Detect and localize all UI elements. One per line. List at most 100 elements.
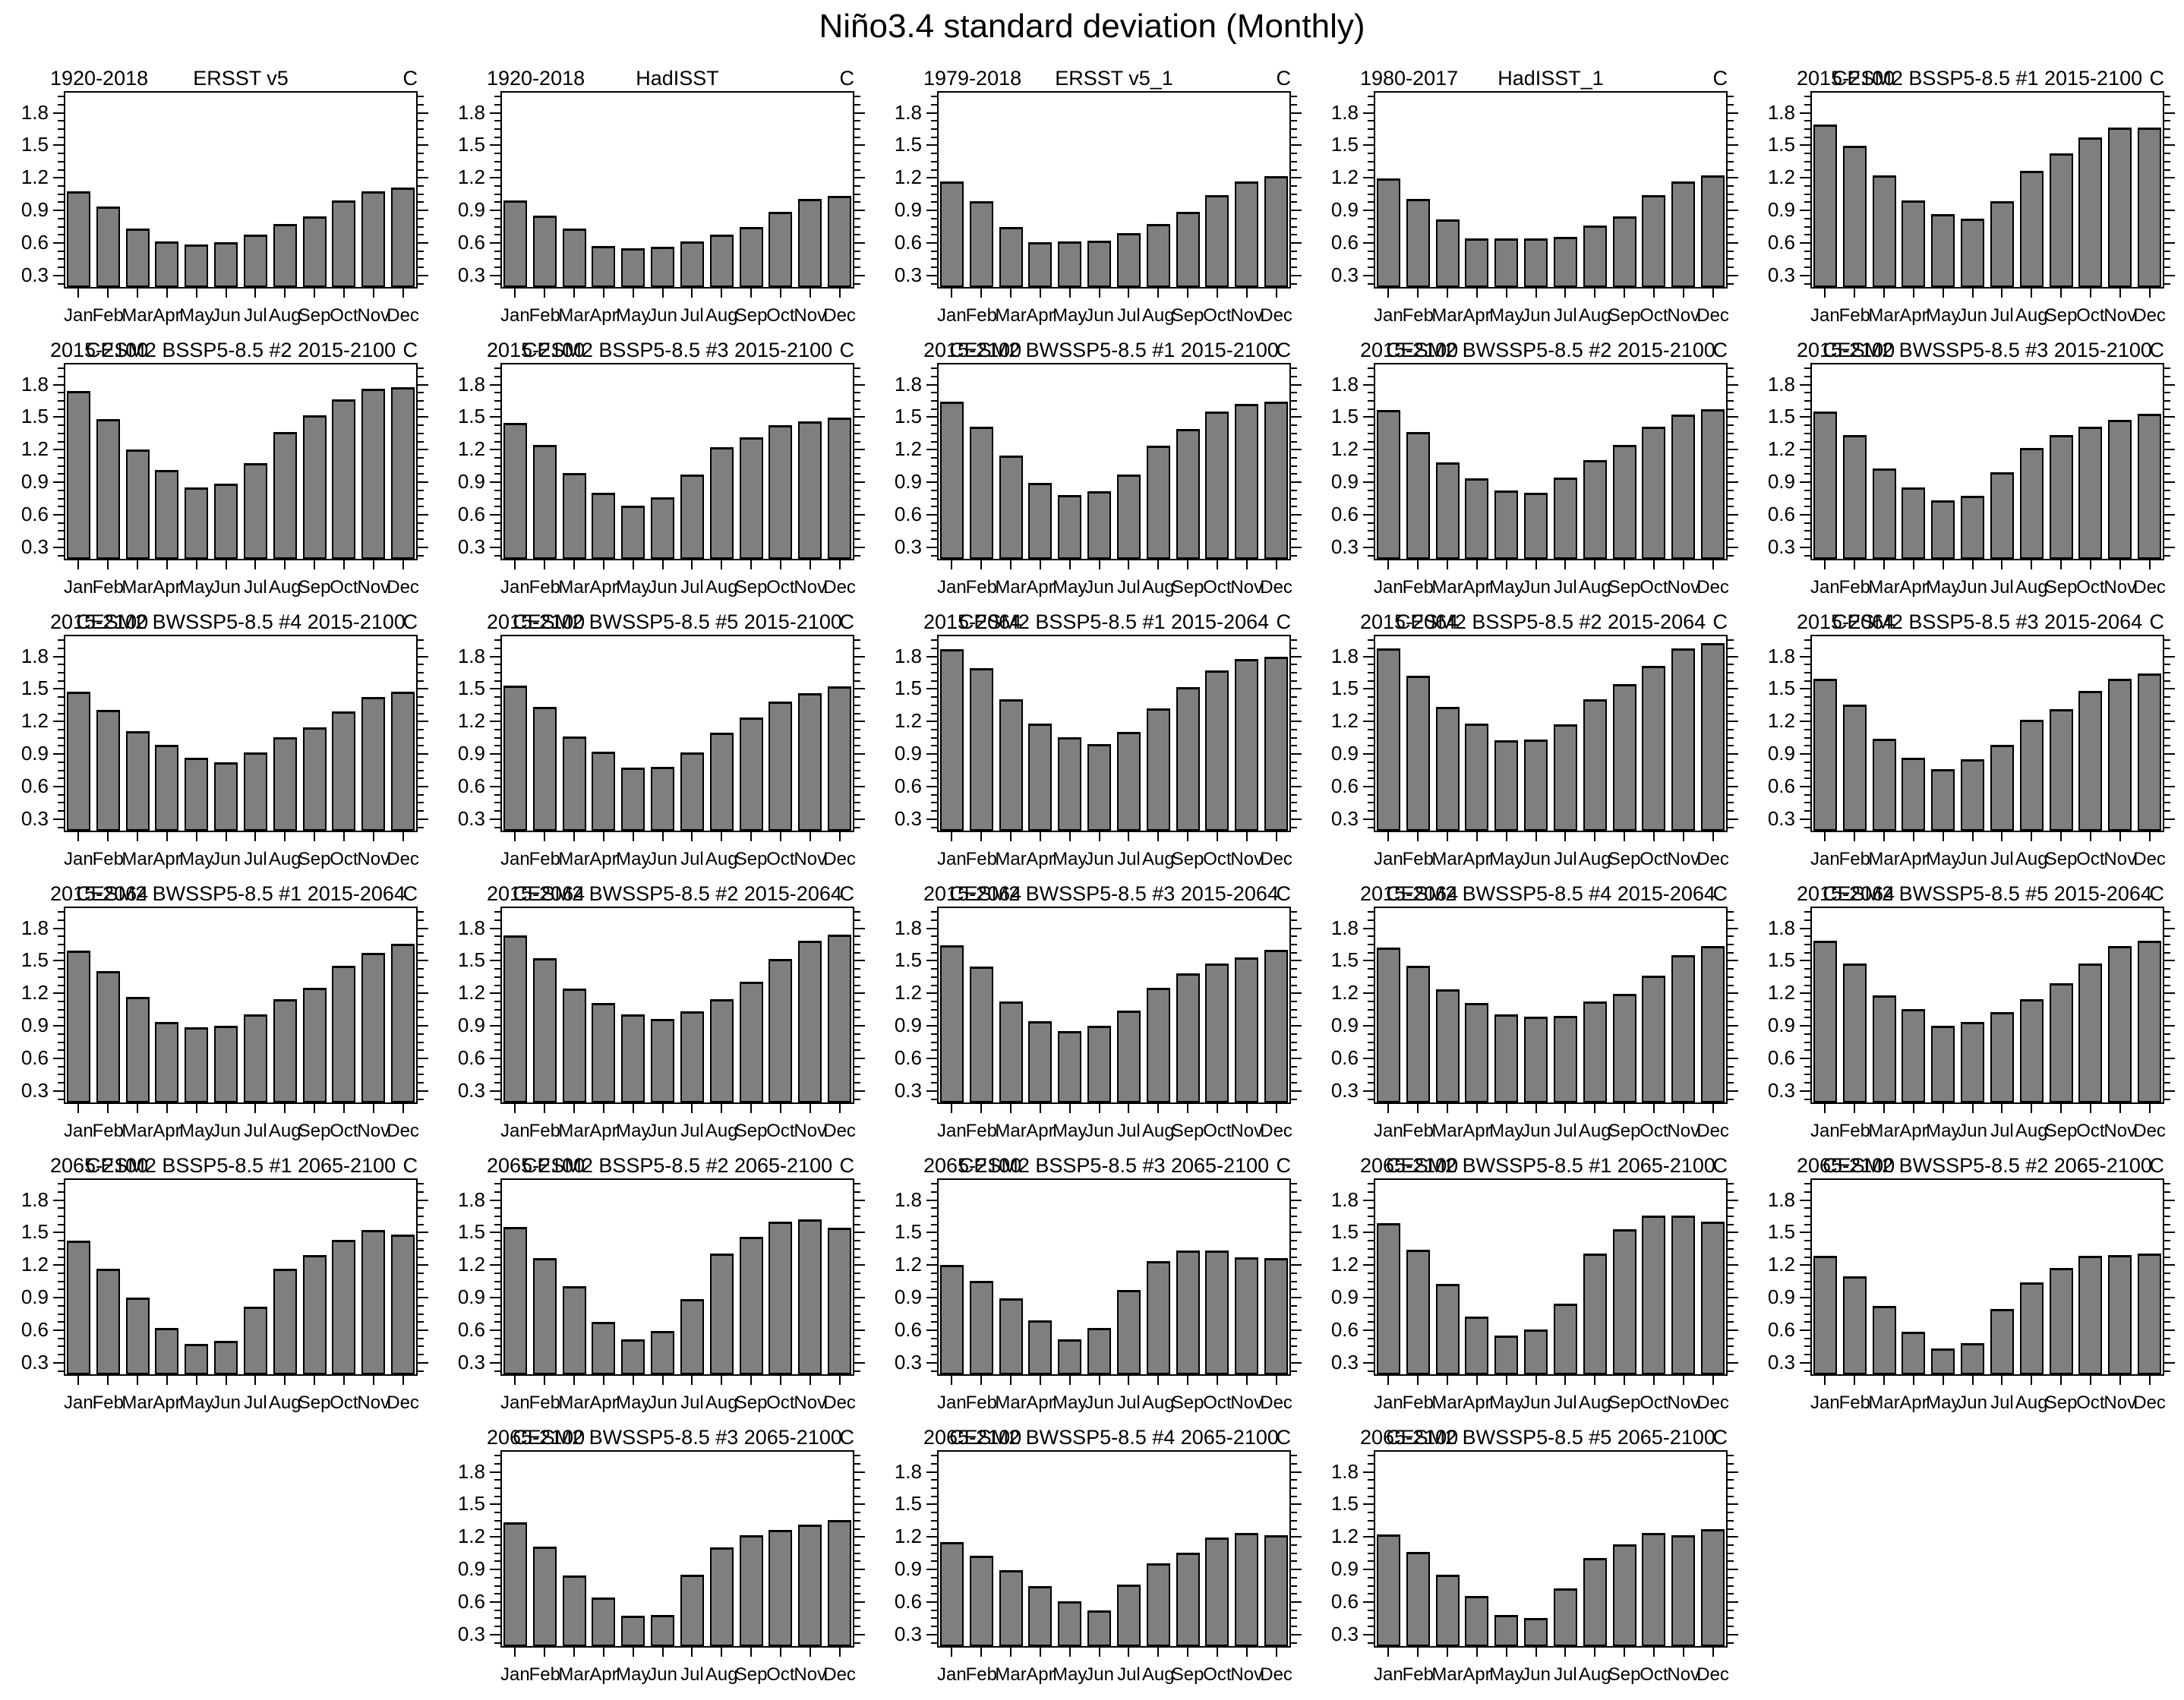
y-minor-tick <box>58 793 64 796</box>
y-minor-tick <box>1804 944 1810 945</box>
x-axis-month-label: Aug <box>268 305 301 326</box>
y-axis-tick-label: 0.9 <box>1767 470 1795 494</box>
x-tick <box>1535 832 1537 841</box>
y-minor-tick <box>1368 1223 1374 1225</box>
panel-unit-label: C <box>402 882 418 905</box>
y-minor-tick <box>1291 761 1297 763</box>
y-minor-tick <box>1291 217 1297 219</box>
x-tick <box>2031 1104 2033 1113</box>
y-minor-tick <box>1368 1041 1374 1043</box>
y-axis-tick-label: 0.3 <box>457 535 485 558</box>
y-minor-tick <box>494 103 500 106</box>
x-axis-month-label: Sep <box>1608 1121 1641 1141</box>
y-major-tick <box>418 960 428 962</box>
y-minor-tick <box>1804 777 1810 780</box>
y-minor-tick <box>1291 267 1297 269</box>
x-tick <box>1971 289 1974 298</box>
x-tick <box>1245 289 1248 298</box>
y-minor-tick <box>854 919 860 921</box>
y-major-tick <box>1800 1025 1810 1027</box>
bar-chart-panel: 1920-2018 ERSST v5 C 0.3 0.6 0.9 1.2 1.5 1.8 Jan F… <box>0 61 437 333</box>
y-minor-tick <box>58 810 64 812</box>
y-minor-tick <box>1291 769 1297 771</box>
bar <box>1961 1022 1985 1102</box>
y-minor-tick <box>58 120 64 122</box>
y-minor-tick <box>931 1455 937 1457</box>
y-major-tick <box>2164 818 2175 820</box>
y-minor-tick <box>854 1001 860 1002</box>
y-minor-tick <box>1291 968 1297 970</box>
x-axis-month-label: Mar <box>995 849 1027 869</box>
y-minor-tick <box>418 664 424 666</box>
y-minor-tick <box>494 1354 500 1356</box>
y-minor-tick <box>1291 1049 1297 1052</box>
bar <box>332 966 356 1102</box>
y-minor-tick <box>494 944 500 945</box>
x-axis-month-label: Jun <box>211 305 241 326</box>
y-minor-tick <box>931 680 937 682</box>
y-minor-tick <box>1728 1074 1734 1076</box>
bar <box>592 1597 616 1646</box>
y-minor-tick <box>418 457 424 459</box>
x-tick <box>2148 289 2151 298</box>
y-major-tick <box>1291 546 1302 548</box>
y-minor-tick <box>1728 120 1734 122</box>
plot-area <box>937 363 1291 560</box>
y-major-tick <box>1291 1569 1302 1571</box>
bar-chart-panel: 2015-2100 CESM2 BSSP5-8.5 #1 2015-2100 C 0.… <box>1747 61 2183 333</box>
y-minor-tick <box>1368 473 1374 475</box>
bar <box>680 1011 704 1102</box>
x-tick <box>1417 560 1419 569</box>
y-minor-tick <box>494 639 500 642</box>
x-tick <box>1417 1376 1419 1385</box>
x-axis-month-label: Jan <box>64 849 93 869</box>
x-tick <box>195 1104 197 1113</box>
x-tick <box>2060 1104 2062 1113</box>
bar <box>1671 1535 1696 1646</box>
x-tick <box>1883 1104 1886 1113</box>
x-axis-month-label: Feb <box>965 1392 997 1413</box>
y-major-tick <box>418 992 428 995</box>
y-minor-tick <box>1368 968 1374 970</box>
bar <box>1872 738 1896 831</box>
y-major-tick <box>854 688 865 690</box>
x-tick <box>750 832 753 841</box>
y-major-tick <box>1291 688 1302 690</box>
x-axis-month-label: Sep <box>298 849 331 869</box>
x-tick <box>951 832 953 841</box>
y-minor-tick <box>418 1216 424 1217</box>
y-axis-tick-label: 1.5 <box>894 948 922 972</box>
y-major-tick <box>2164 721 2175 723</box>
y-minor-tick <box>1368 400 1374 402</box>
bar <box>273 999 297 1102</box>
x-tick <box>951 560 953 569</box>
bar <box>1376 178 1400 287</box>
y-major-tick <box>490 481 500 484</box>
bar <box>66 390 90 559</box>
y-major-tick <box>926 274 937 276</box>
y-minor-tick <box>2164 1074 2170 1076</box>
y-axis-tick-label: 1.8 <box>21 916 49 939</box>
y-major-tick <box>1728 927 1738 929</box>
y-minor-tick <box>854 465 860 467</box>
y-minor-tick <box>2164 375 2170 377</box>
x-tick <box>514 1376 516 1385</box>
y-minor-tick <box>494 680 500 682</box>
bar <box>1406 675 1430 831</box>
y-major-tick <box>53 655 64 658</box>
x-axis-month-label: Feb <box>1402 1392 1434 1413</box>
y-major-tick <box>53 1090 64 1092</box>
bar <box>155 241 179 287</box>
x-tick <box>195 1376 197 1385</box>
x-tick <box>1387 1648 1390 1657</box>
x-axis-month-label: Dec <box>823 849 856 869</box>
bar-chart-panel: 2065-2100 CESM2 BWSSP5-8.5 #3 2065-2100 C 0… <box>437 1420 873 1692</box>
panel-unit-label: C <box>1712 610 1728 633</box>
bar <box>828 196 852 287</box>
y-minor-tick <box>854 704 860 706</box>
x-axis-month-label: Feb <box>92 577 124 598</box>
y-minor-tick <box>1804 1098 1810 1100</box>
y-minor-tick <box>854 1495 860 1497</box>
y-major-tick <box>490 1471 500 1473</box>
bar <box>1116 232 1141 287</box>
